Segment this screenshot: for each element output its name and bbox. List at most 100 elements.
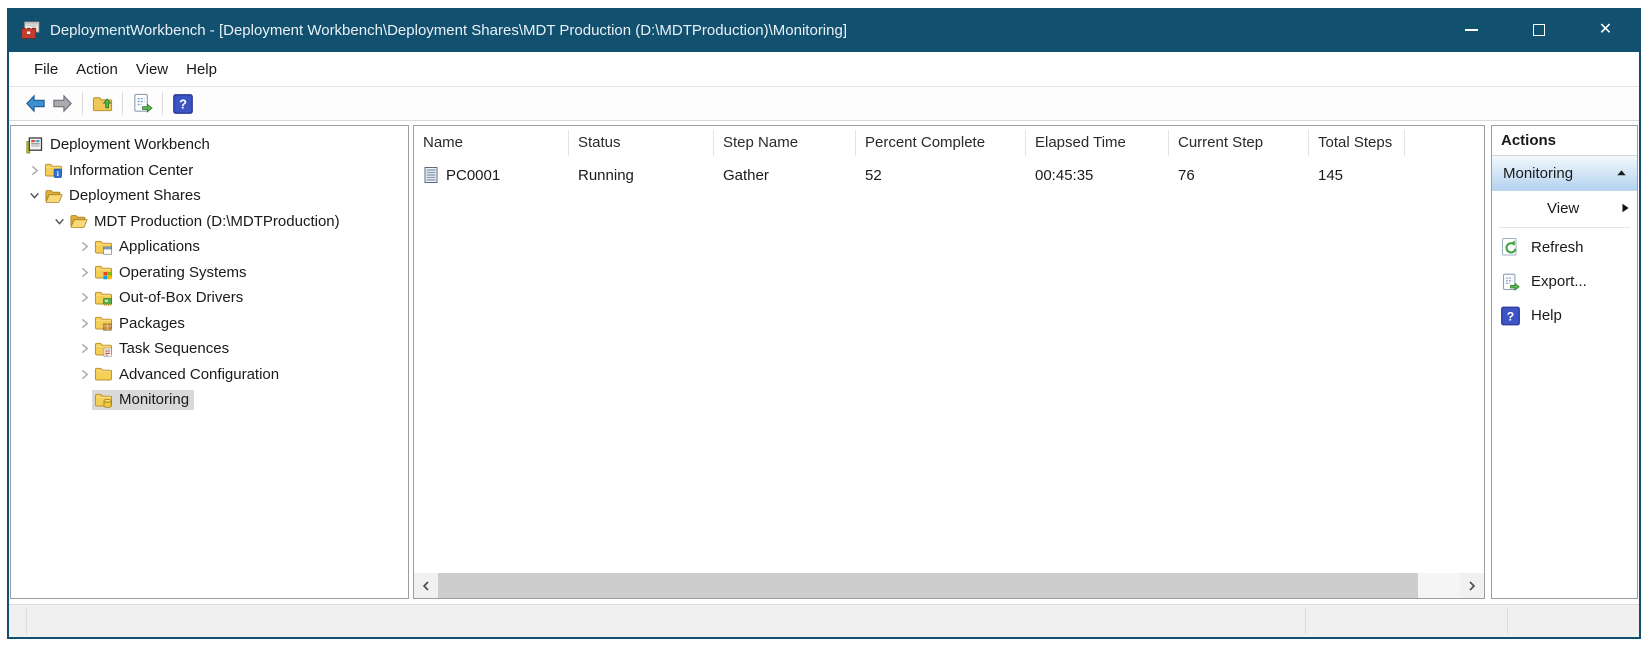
window-controls: ✕ xyxy=(1438,8,1639,52)
tree-node: Applications xyxy=(92,237,205,257)
column-header-elapsed-time[interactable]: Elapsed Time xyxy=(1026,129,1169,156)
folder-app-icon xyxy=(94,238,114,256)
status-divider xyxy=(26,608,27,634)
tree-item-monitoring[interactable]: Monitoring xyxy=(11,387,408,413)
collapse-icon[interactable] xyxy=(1615,167,1628,179)
actions-items: View Refresh Export...? Help xyxy=(1492,191,1637,332)
horizontal-scrollbar[interactable] xyxy=(414,573,1484,598)
action-export[interactable]: Export... xyxy=(1492,264,1637,298)
tree-item-label: Out-of-Box Drivers xyxy=(119,289,244,307)
action-view[interactable]: View xyxy=(1492,191,1637,225)
help-button[interactable]: ? xyxy=(169,90,196,117)
chevron-down-icon[interactable] xyxy=(51,214,67,228)
action-refresh[interactable]: Refresh xyxy=(1492,230,1637,264)
folder-package-icon xyxy=(94,314,114,332)
menu-help[interactable]: Help xyxy=(186,60,217,78)
submenu-arrow-icon xyxy=(1620,202,1630,214)
back-button[interactable] xyxy=(22,90,49,117)
refresh-icon xyxy=(1500,237,1521,258)
scrollbar-thumb[interactable] xyxy=(438,573,1418,598)
action-help[interactable]: ? Help xyxy=(1492,298,1637,332)
cell-percent-complete: 52 xyxy=(856,167,1026,184)
chevron-right-icon[interactable] xyxy=(76,240,92,254)
chevron-right-icon[interactable] xyxy=(76,316,92,330)
app-icon xyxy=(20,20,41,41)
menu-action[interactable]: Action xyxy=(76,60,118,78)
menu-view[interactable]: View xyxy=(135,60,169,78)
chevron-down-icon[interactable] xyxy=(26,189,42,203)
menu-file[interactable]: File xyxy=(34,60,59,78)
maximize-button[interactable] xyxy=(1505,8,1572,52)
chevron-right-icon[interactable] xyxy=(76,367,92,381)
actions-panel: Actions Monitoring View Refresh Export...?… xyxy=(1491,125,1638,599)
tree-item-label: Task Sequences xyxy=(119,340,230,358)
tree-item-information-center[interactable]: i Information Center xyxy=(11,158,408,184)
tree-node: Packages xyxy=(92,313,190,333)
column-header-status[interactable]: Status xyxy=(569,129,714,156)
minimize-button[interactable] xyxy=(1438,8,1505,52)
tree-item-label: Applications xyxy=(119,238,200,256)
cell-text: 52 xyxy=(865,166,882,184)
tree-item-deployment-shares[interactable]: Deployment Shares xyxy=(11,183,408,209)
tree-item-task-sequences[interactable]: Task Sequences xyxy=(11,336,408,362)
close-button[interactable]: ✕ xyxy=(1572,8,1639,52)
export-list-button[interactable] xyxy=(129,90,156,117)
mmc-window: DeploymentWorkbench - [Deployment Workbe… xyxy=(7,8,1641,639)
computer-icon xyxy=(423,166,440,184)
cell-step-name: Gather xyxy=(714,167,856,184)
cell-text: 76 xyxy=(1178,166,1195,184)
forward-button[interactable] xyxy=(49,90,76,117)
tree-node: Monitoring xyxy=(92,389,195,410)
tree-item-mdt-production-d-mdtproduction[interactable]: MDT Production (D:\MDTProduction) xyxy=(11,209,408,235)
tree-item-out-of-box-drivers[interactable]: Out-of-Box Drivers xyxy=(11,285,408,311)
tree-node: Task Sequences xyxy=(92,339,234,359)
toolbar: ? xyxy=(9,87,1639,121)
console-tree-panel: Deployment Workbench i Information Center D… xyxy=(10,125,409,599)
window-title: DeploymentWorkbench - [Deployment Workbe… xyxy=(50,21,847,39)
column-header-current-step[interactable]: Current Step xyxy=(1169,129,1309,156)
chevron-right-icon[interactable] xyxy=(76,291,92,305)
tree-item-advanced-configuration[interactable]: Advanced Configuration xyxy=(11,362,408,388)
list-rows: PC0001 Running Gather 52 00:45:35 76 145 xyxy=(414,159,1484,189)
folder-info-icon: i xyxy=(44,161,64,179)
workbench-icon xyxy=(25,136,45,154)
scroll-right-button[interactable] xyxy=(1460,573,1484,598)
tree-item-packages[interactable]: Packages xyxy=(11,311,408,337)
folder-open-icon xyxy=(69,212,89,230)
action-label: Help xyxy=(1531,306,1562,324)
chevron-right-icon[interactable] xyxy=(76,342,92,356)
column-header-percent-complete[interactable]: Percent Complete xyxy=(856,129,1026,156)
toolbar-separator xyxy=(82,92,83,115)
tree-item-label: MDT Production (D:\MDTProduction) xyxy=(94,212,340,230)
tree-item-deployment-workbench[interactable]: Deployment Workbench xyxy=(11,132,408,158)
results-panel: Name Status Step Name Percent Complete Elaps… xyxy=(413,125,1485,599)
actions-separator xyxy=(1499,227,1630,228)
column-header-name[interactable]: Name xyxy=(414,129,569,156)
tree-item-label: Deployment Shares xyxy=(69,187,201,205)
list-row[interactable]: PC0001 Running Gather 52 00:45:35 76 145 xyxy=(414,161,1484,189)
chevron-right-icon[interactable] xyxy=(76,265,92,279)
scroll-left-button[interactable] xyxy=(414,573,438,598)
tree-item-applications[interactable]: Applications xyxy=(11,234,408,260)
column-header-total-steps[interactable]: Total Steps xyxy=(1309,129,1405,156)
column-header-step-name[interactable]: Step Name xyxy=(714,129,856,156)
title-bar: DeploymentWorkbench - [Deployment Workbe… xyxy=(9,8,1639,52)
tree-node: MDT Production (D:\MDTProduction) xyxy=(67,211,345,231)
svg-text:i: i xyxy=(57,169,59,178)
chevron-right-icon[interactable] xyxy=(26,163,42,177)
help-icon: ? xyxy=(1500,305,1521,326)
up-one-level-button[interactable] xyxy=(89,90,116,117)
list-header: Name Status Step Name Percent Complete Elaps… xyxy=(414,126,1484,159)
cell-total-steps: 145 xyxy=(1309,167,1405,184)
actions-group-monitoring[interactable]: Monitoring xyxy=(1492,156,1637,191)
folder-monitor-icon xyxy=(94,391,114,409)
tree-item-label: Advanced Configuration xyxy=(119,365,280,383)
status-divider xyxy=(1305,608,1306,634)
tree-node: i Information Center xyxy=(42,160,198,180)
tree-item-operating-systems[interactable]: Operating Systems xyxy=(11,260,408,286)
tree-item-label: Information Center xyxy=(69,161,194,179)
folder-plain-icon xyxy=(94,365,114,383)
cell-elapsed-time: 00:45:35 xyxy=(1026,167,1169,184)
close-icon: ✕ xyxy=(1598,21,1613,38)
status-divider xyxy=(1507,608,1508,634)
